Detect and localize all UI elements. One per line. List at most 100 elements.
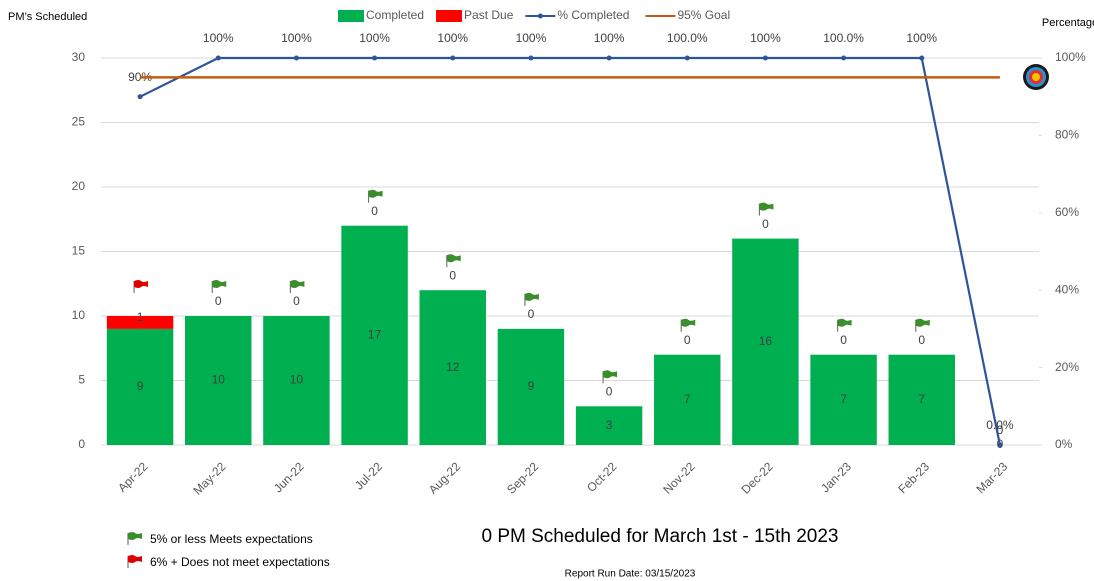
legend-item: % Completed: [525, 8, 629, 22]
line-point: [606, 55, 612, 61]
bar-segment: [106, 316, 174, 329]
y-tick-label: 25: [72, 115, 86, 129]
flag-cloth: [915, 318, 930, 327]
flag-icon: [602, 370, 618, 384]
legend-swatch: [338, 10, 364, 22]
y-tick-label: 15: [72, 244, 86, 258]
bar-value-label: 16: [759, 334, 773, 348]
flag-cloth: [290, 280, 305, 288]
flag-icon: [680, 318, 696, 332]
bar-value-label: 0: [371, 204, 378, 218]
line-value-label: 100%: [281, 31, 312, 45]
x-tick-label: Jun-22: [271, 459, 307, 495]
line-value-label: 100%: [750, 31, 781, 45]
line-value-label: 100%: [594, 31, 625, 45]
bar-value-label: 3: [606, 418, 613, 432]
line-point: [372, 55, 378, 61]
bar-segment: [263, 316, 330, 445]
legend-label: 95% Goal: [677, 8, 730, 22]
line-value-label: 0.0%: [986, 418, 1014, 432]
bar-segment: [419, 290, 486, 445]
x-tick-label: Jan-23: [818, 459, 854, 495]
legend-label: Past Due: [464, 8, 514, 22]
bar-value-label: 0: [449, 268, 456, 282]
y2-tick-label: 60%: [1055, 205, 1079, 219]
legend-item: Completed: [338, 8, 424, 22]
x-tick-label: Dec-22: [739, 459, 776, 496]
flag-icon: [446, 254, 461, 268]
flag-cloth: [212, 280, 227, 288]
bar-value-label: 10: [290, 373, 304, 387]
flag-cloth: [681, 318, 696, 327]
y2-axis-title: Percentage: [1042, 17, 1094, 29]
bar-value-label: 0: [997, 423, 1004, 437]
bar-segment: [106, 328, 174, 445]
note: 5% or less Meets expectations: [150, 532, 313, 546]
bar-segment: [888, 354, 955, 445]
line-point: [215, 55, 221, 61]
flag-icon: [211, 280, 227, 293]
bar-value-label: 0: [215, 294, 222, 308]
x-tick-label: Jul-22: [352, 459, 385, 492]
flag-cloth: [134, 280, 149, 288]
flag-cloth: [759, 202, 774, 211]
flag-icon: [524, 292, 539, 306]
line-value-label: 100%: [516, 31, 547, 45]
bar-segment: [185, 316, 252, 445]
bar-segment: [732, 238, 799, 445]
x-tick-label: Aug-22: [426, 459, 463, 496]
flag-icon: [758, 202, 774, 216]
legend-label: % Completed: [557, 8, 629, 22]
line-value-label: 100%: [906, 31, 937, 45]
y-tick-label: 5: [78, 373, 85, 387]
flag-cloth: [446, 254, 461, 263]
flag-cloth: [368, 189, 383, 198]
bar-value-label: 0: [528, 307, 535, 321]
flag-cloth: [128, 555, 142, 563]
x-tick-label: Nov-22: [660, 459, 697, 496]
flag-icon: [836, 318, 852, 332]
flag-icon: [915, 318, 930, 332]
y-tick-label: 20: [72, 179, 86, 193]
x-tick-label: Sep-22: [504, 459, 541, 496]
target-icon: [1023, 64, 1049, 90]
y-tick-label: 0: [78, 437, 85, 451]
flag-icon: [127, 532, 142, 545]
bar-segment: [810, 354, 877, 445]
flag-cloth: [837, 318, 852, 327]
bar-value-label: 0: [840, 333, 847, 347]
y-tick-label: 30: [72, 50, 86, 64]
bar-value-label: 0: [762, 217, 769, 231]
note: 6% + Does not meet expectations: [150, 555, 330, 569]
line-point: [762, 55, 768, 61]
flag-icon: [367, 189, 383, 203]
x-tick-label: Feb-23: [895, 459, 932, 496]
bar-segment: [575, 406, 643, 445]
subtitle: 0 PM Scheduled for March 1st - 15th 2023: [482, 526, 839, 547]
bar-value-label: 17: [368, 328, 382, 342]
bar-value-label: 7: [918, 392, 925, 406]
y2-tick-label: 100%: [1055, 50, 1086, 64]
bar-value-label: 10: [212, 373, 226, 387]
line-point: [293, 55, 299, 61]
line-value-label: 100%: [437, 31, 468, 45]
y-tick-label: 10: [72, 308, 86, 322]
bar-value-label: 12: [446, 360, 460, 374]
y2-tick-label: 80%: [1055, 128, 1079, 142]
line-value-label: 100%: [359, 31, 390, 45]
line-point: [450, 55, 456, 61]
line-point: [137, 94, 143, 100]
bar-value-label: 7: [840, 392, 847, 406]
y-axis-title: PM’s Scheduled: [8, 11, 87, 23]
bar-value-label: 0: [606, 384, 613, 398]
flag-icon: [133, 280, 149, 293]
bar-value-label: 1: [137, 310, 144, 324]
line-point: [919, 55, 925, 61]
bar-segment: [654, 354, 721, 445]
line-series: [139, 56, 1001, 446]
y2-tick-label: 0%: [1055, 437, 1073, 451]
bar-value-label: 0: [293, 294, 300, 308]
legend-marker: [537, 13, 543, 19]
flag-icon: [289, 280, 305, 293]
